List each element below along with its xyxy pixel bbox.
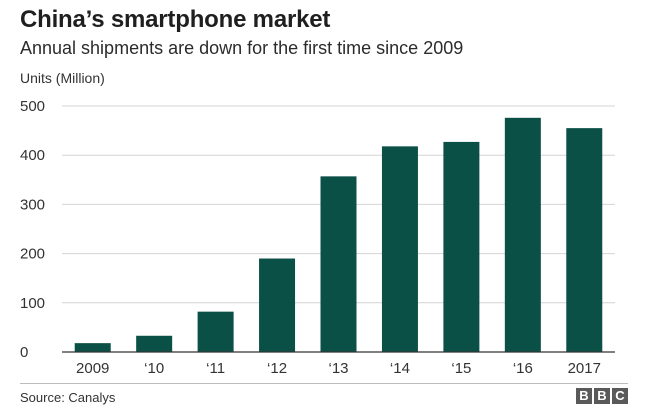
x-tick-label: ‘16 bbox=[513, 360, 533, 377]
x-tick-label: ‘15 bbox=[451, 360, 471, 377]
footer-divider bbox=[20, 383, 628, 384]
source-note: Source: Canalys bbox=[20, 390, 116, 405]
bar-12 bbox=[259, 258, 296, 352]
x-tick-label: ‘10 bbox=[144, 360, 164, 377]
y-axis-label: Units (Million) bbox=[20, 70, 105, 86]
chart-subtitle: Annual shipments are down for the first … bbox=[20, 38, 464, 58]
y-tick-label: 100 bbox=[20, 295, 45, 312]
bar-2009 bbox=[74, 343, 111, 352]
bar-11 bbox=[197, 311, 234, 352]
x-tick-label: ‘11 bbox=[206, 360, 225, 377]
x-tick-label: ‘14 bbox=[390, 360, 410, 377]
x-tick-label: ‘12 bbox=[267, 360, 287, 377]
bbc-logo-letter: B bbox=[576, 388, 592, 404]
y-tick-label: 0 bbox=[20, 344, 28, 361]
bar-16 bbox=[504, 117, 541, 352]
bbc-logo-letter: B bbox=[594, 388, 610, 404]
bar-10 bbox=[136, 335, 173, 352]
bbc-logo: B B C bbox=[576, 388, 628, 404]
chart-title: China’s smartphone market bbox=[20, 6, 331, 33]
bar-15 bbox=[443, 141, 480, 352]
x-tick-label: 2017 bbox=[568, 360, 601, 377]
bar-2017 bbox=[566, 128, 603, 352]
y-tick-label: 200 bbox=[20, 246, 45, 263]
bbc-logo-letter: C bbox=[612, 388, 628, 404]
bar-14 bbox=[381, 146, 418, 352]
x-tick-label: ‘13 bbox=[328, 360, 348, 377]
x-tick-label: 2009 bbox=[76, 360, 109, 377]
bar-13 bbox=[320, 176, 357, 352]
y-tick-label: 300 bbox=[20, 196, 45, 213]
y-tick-label: 400 bbox=[20, 147, 45, 164]
y-tick-label: 500 bbox=[20, 98, 45, 115]
